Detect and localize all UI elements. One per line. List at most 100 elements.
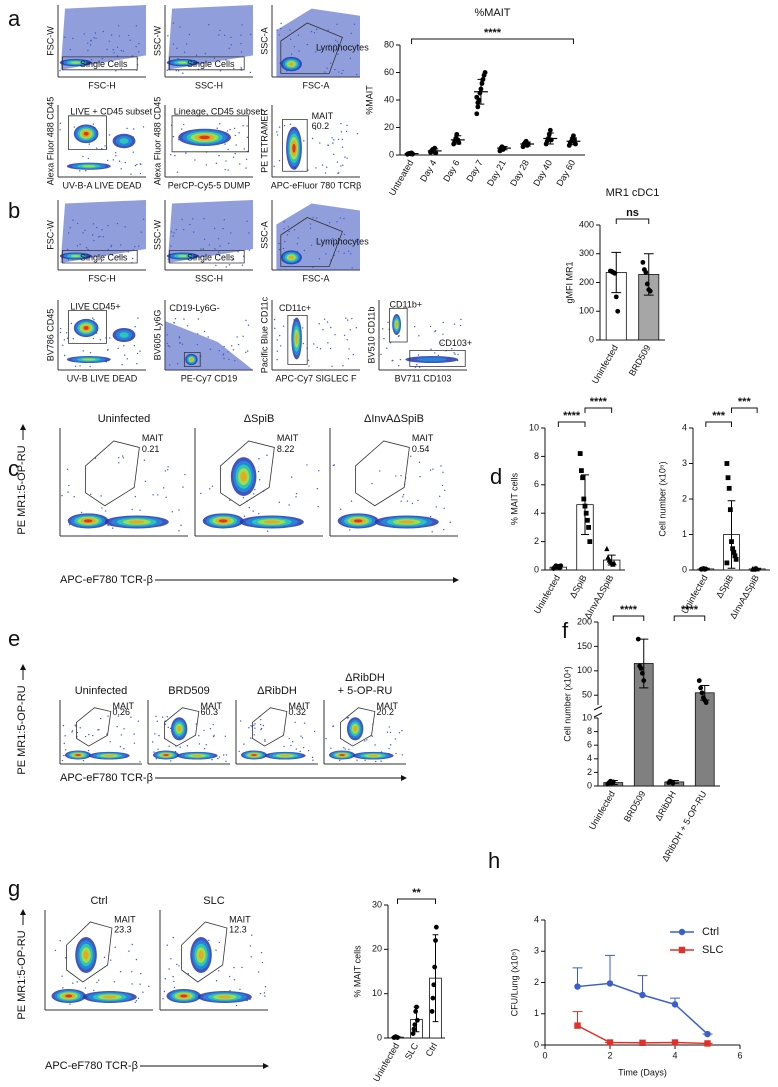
density bbox=[180, 994, 188, 998]
error-bar bbox=[637, 975, 648, 995]
data-point bbox=[479, 81, 485, 86]
event-dot bbox=[230, 44, 232, 46]
y-axis-label: PE MR1:5-OP-RU bbox=[16, 930, 28, 1019]
data-point bbox=[580, 475, 585, 481]
event-dot bbox=[120, 168, 122, 170]
event-dot bbox=[293, 229, 296, 231]
event-dot bbox=[148, 985, 150, 987]
gate-percent: 12.3 bbox=[229, 924, 247, 934]
event-dot bbox=[76, 245, 79, 247]
event-dot bbox=[352, 353, 355, 356]
event-dot bbox=[414, 325, 416, 328]
event-dot bbox=[65, 749, 67, 751]
event-dot bbox=[241, 24, 243, 26]
event-dot bbox=[315, 167, 317, 169]
event-dot bbox=[339, 217, 342, 219]
event-dot bbox=[229, 989, 231, 992]
event-dot bbox=[239, 720, 242, 722]
gate bbox=[168, 56, 245, 71]
gate bbox=[280, 217, 343, 267]
event-dot bbox=[64, 735, 66, 737]
event-dot bbox=[341, 146, 344, 148]
gate-label: MAIT bbox=[112, 701, 134, 711]
event-dot bbox=[127, 34, 130, 37]
event-dot bbox=[347, 717, 350, 719]
data-point bbox=[474, 94, 480, 100]
y-tick-label: 150 bbox=[577, 641, 592, 651]
event-dot bbox=[165, 496, 167, 498]
event-dot bbox=[264, 985, 267, 988]
event-dot bbox=[82, 155, 84, 158]
panel-letter: e bbox=[8, 626, 20, 651]
event-dot bbox=[431, 531, 433, 533]
y-tick-label: 2 bbox=[534, 536, 539, 546]
event-dot bbox=[218, 154, 220, 157]
event-dot bbox=[71, 730, 74, 732]
event-dot bbox=[65, 332, 68, 334]
event-dot bbox=[179, 341, 181, 344]
event-dot bbox=[134, 495, 137, 498]
event-dot bbox=[186, 43, 188, 45]
event-dot bbox=[240, 34, 242, 36]
event-dot bbox=[229, 128, 231, 131]
event-dot bbox=[218, 254, 221, 257]
event-dot bbox=[93, 37, 95, 39]
event-dot bbox=[67, 491, 69, 493]
event-dot bbox=[294, 721, 296, 724]
event-dot bbox=[246, 220, 248, 222]
event-dot bbox=[97, 236, 100, 238]
data-point bbox=[703, 700, 709, 705]
data-point bbox=[482, 70, 488, 75]
y-axis-label: Cell number (x10⁴) bbox=[562, 666, 572, 741]
data-point bbox=[611, 560, 617, 566]
event-dot bbox=[245, 351, 247, 354]
event-dot bbox=[135, 1000, 138, 1002]
y-axis-label: % MAIT cells bbox=[352, 945, 362, 998]
event-dot bbox=[104, 254, 106, 257]
event-dot bbox=[229, 499, 231, 501]
point bbox=[671, 1039, 679, 1046]
event-dot bbox=[348, 748, 350, 751]
data-point bbox=[643, 270, 649, 275]
gate bbox=[85, 440, 140, 507]
event-dot bbox=[440, 465, 442, 467]
event-dot bbox=[83, 33, 85, 35]
event-dot bbox=[303, 140, 305, 142]
event-dot bbox=[116, 46, 119, 48]
point bbox=[671, 1001, 679, 1008]
event-dot bbox=[337, 53, 339, 55]
event-dot bbox=[131, 257, 134, 260]
event-dot bbox=[331, 137, 333, 139]
density bbox=[70, 254, 81, 258]
y-tick-label: 0 bbox=[534, 1039, 539, 1049]
event-dot bbox=[182, 228, 185, 231]
event-dot bbox=[92, 734, 94, 737]
event-dot bbox=[418, 335, 420, 337]
event-dot bbox=[388, 726, 390, 728]
event-dot bbox=[345, 130, 348, 133]
event-dot bbox=[346, 157, 348, 159]
point bbox=[606, 980, 614, 987]
density bbox=[82, 165, 96, 168]
event-dot bbox=[157, 494, 159, 496]
event-dot bbox=[355, 327, 358, 329]
data-point bbox=[703, 566, 709, 572]
event-dot bbox=[59, 122, 62, 125]
event-dot bbox=[203, 330, 206, 333]
event-dot bbox=[328, 44, 331, 46]
data-point bbox=[586, 525, 591, 530]
data-point bbox=[727, 507, 733, 513]
chart-title: %MAIT bbox=[474, 7, 510, 19]
event-dot bbox=[133, 733, 135, 735]
x-axis-label: FSC-H bbox=[88, 273, 116, 283]
event-dot bbox=[387, 321, 389, 324]
event-dot bbox=[182, 123, 185, 126]
event-dot bbox=[106, 48, 108, 51]
density bbox=[103, 995, 117, 999]
event-dot bbox=[289, 38, 292, 40]
significance-bracket bbox=[397, 898, 436, 904]
event-dot bbox=[155, 715, 157, 718]
event-dot bbox=[238, 750, 240, 753]
density bbox=[75, 754, 81, 756]
event-dot bbox=[85, 170, 87, 172]
